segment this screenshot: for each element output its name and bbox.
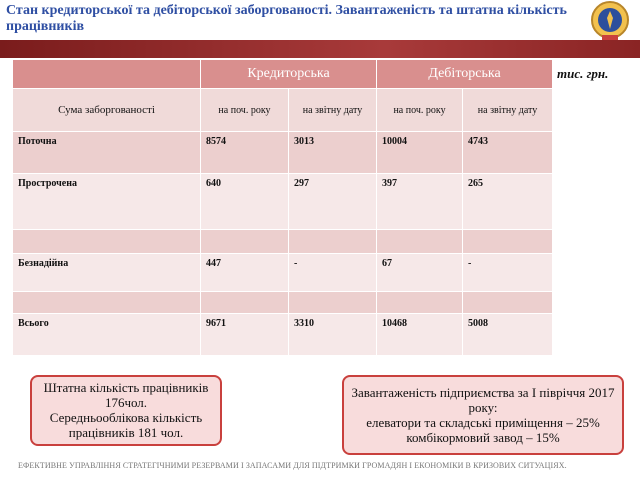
note-line: комбікормовий завод – 15%	[406, 430, 560, 445]
row-label: Всього	[12, 313, 201, 356]
value-cell: 9671	[200, 313, 289, 356]
value-cell: 3310	[287, 313, 378, 356]
value-cell: 640	[200, 173, 289, 230]
value-cell: 10468	[376, 313, 464, 356]
value-cell: 5008	[462, 313, 554, 356]
row-label: Поточна	[12, 131, 201, 174]
value-cell: 4743	[462, 131, 554, 174]
empty-cell	[287, 291, 378, 314]
column-header: на поч. року	[200, 88, 289, 132]
workload-note: Завантаженість підприємства за I піврічч…	[342, 375, 624, 455]
empty-cell	[462, 229, 554, 254]
group-row: Кредиторська Дебіторська	[12, 59, 554, 89]
empty-cell	[200, 229, 289, 254]
emblem	[591, 1, 629, 40]
note-line: Штатна кількість працівників 176чол.	[43, 380, 209, 410]
column-row: Сума заборгованості на поч. року на звітну…	[12, 88, 554, 132]
value-cell: 265	[462, 173, 554, 230]
empty-cell	[200, 291, 289, 314]
empty-cell	[12, 291, 201, 314]
column-header: Сума заборгованості	[12, 88, 201, 132]
value-cell: 67	[376, 253, 464, 292]
value-cell: 10004	[376, 131, 464, 174]
row-label: Безнадійна	[12, 253, 201, 292]
debt-table: Кредиторська Дебіторська Сума заборгованос…	[12, 59, 554, 356]
note-line: Завантаженість підприємства за I піврічч…	[351, 385, 615, 415]
value-cell: 8574	[200, 131, 289, 174]
slide-title: Стан кредиторської та дебіторської забор…	[6, 3, 567, 34]
column-header: на поч. року	[376, 88, 464, 132]
footer: ЕФЕКТИВНЕ УПРАВЛІННЯ СТРАТЕГІЧНИМИ РЕЗЕР…	[18, 461, 567, 470]
empty-cell	[12, 229, 201, 254]
value-cell: 447	[200, 253, 289, 292]
spacer-row	[12, 229, 554, 254]
data-row: Поточна 8574 3013 10004 4743	[12, 131, 554, 174]
column-header: на звітну дату	[462, 88, 554, 132]
unit-label: тис. грн.	[557, 66, 609, 81]
value-cell: -	[462, 253, 554, 292]
data-row: Прострочена 640 297 397 265	[12, 173, 554, 230]
value-cell: -	[287, 253, 378, 292]
value-cell: 397	[376, 173, 464, 230]
empty-cell	[376, 229, 464, 254]
spacer-row	[12, 291, 554, 314]
empty-cell	[12, 59, 201, 89]
empty-cell	[376, 291, 464, 314]
value-cell: 3013	[287, 131, 378, 174]
note-line: елеватори та складські приміщення – 25%	[366, 415, 600, 430]
staff-note: Штатна кількість працівників 176чол. Сере…	[30, 375, 222, 446]
empty-cell	[287, 229, 378, 254]
group-header: Кредиторська	[199, 59, 378, 89]
note-line: Середньооблікова кількість працівників 1…	[49, 410, 203, 440]
header-bar	[0, 40, 640, 58]
data-row: Всього 9671 3310 10468 5008	[12, 313, 554, 356]
data-row: Безнадійна 447-67-	[12, 253, 554, 292]
row-label: Прострочена	[12, 173, 201, 230]
value-cell: 297	[287, 173, 378, 230]
column-header: на звітну дату	[287, 88, 378, 132]
group-header: Дебіторська	[376, 59, 554, 89]
empty-cell	[462, 291, 554, 314]
